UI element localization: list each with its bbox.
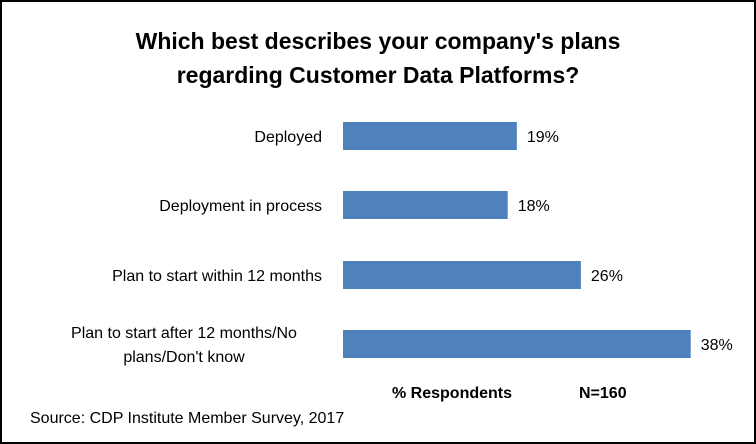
data-label-2: 26% bbox=[591, 268, 623, 285]
bar-0 bbox=[343, 122, 517, 150]
bar-2 bbox=[343, 261, 581, 289]
bar-1 bbox=[343, 191, 508, 219]
x-axis-label: % Respondents bbox=[392, 385, 513, 402]
chart-title: Which best describes your company's plan… bbox=[2, 24, 754, 92]
data-label-0: 19% bbox=[527, 129, 559, 146]
data-label-1: 18% bbox=[518, 198, 550, 215]
source-note: Source: CDP Institute Member Survey, 201… bbox=[30, 410, 345, 427]
title-line-1: Which best describes your company's plan… bbox=[135, 28, 621, 54]
title-line-2: regarding Customer Data Platforms? bbox=[176, 62, 580, 88]
category-label-3: plans/Don't know bbox=[123, 349, 245, 366]
sample-size-annotation: N=160 bbox=[579, 385, 627, 402]
data-label-3: 38% bbox=[701, 337, 733, 354]
category-label-1: Deployment in process bbox=[159, 198, 322, 215]
category-label-0: Deployed bbox=[254, 129, 322, 146]
category-label-3: Plan to start after 12 months/No bbox=[71, 325, 297, 342]
category-label-2: Plan to start within 12 months bbox=[112, 268, 322, 285]
bar-3 bbox=[343, 330, 691, 358]
